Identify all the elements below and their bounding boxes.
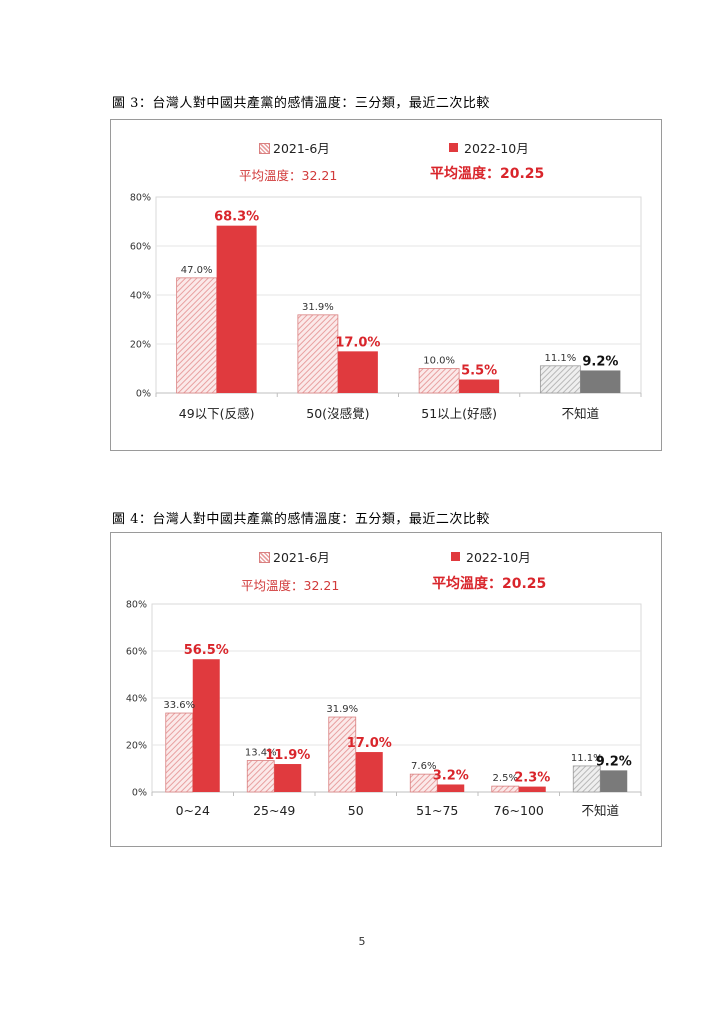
data-label-2022: 9.2%: [596, 754, 632, 769]
figure-3-caption: 圖 3：台灣人對中國共產黨的感情溫度：三分類，最近二次比較: [112, 96, 490, 111]
bar-2021: [539, 365, 581, 394]
y-tick-label: 40%: [126, 694, 147, 705]
data-label-2021: 13.4%: [245, 748, 277, 759]
page-number: 5: [358, 935, 366, 948]
y-tick-label: 40%: [130, 291, 151, 302]
data-label-2022: 17.0%: [335, 335, 380, 350]
data-label-2021: 7.6%: [411, 761, 436, 772]
data-label-2022: 56.5%: [184, 643, 229, 658]
bar-2021: [176, 277, 218, 394]
figure-4-chart-box: 2021-6月 2022-10月 平均溫度：32.21 平均溫度：20.25 0…: [110, 532, 662, 847]
bar-2021: [491, 785, 520, 793]
category-label: 76~100: [494, 803, 544, 818]
average-2022: 平均溫度：20.25: [432, 576, 547, 592]
data-label-2022: 3.2%: [433, 768, 469, 783]
y-tick-label: 60%: [130, 242, 151, 253]
bar-2022: [355, 752, 383, 792]
data-label-2022: 11.9%: [265, 748, 310, 763]
figure-3-chart-box: 2021-6月 2022-10月 平均溫度：32.21 平均溫度：20.25 0…: [110, 119, 662, 451]
data-label-2022: 2.3%: [514, 771, 550, 786]
average-2022: 平均溫度：20.25: [430, 166, 545, 182]
category-label: 不知道: [562, 406, 600, 421]
y-tick-label: 20%: [130, 340, 151, 351]
y-tick-label: 60%: [126, 647, 147, 658]
figure-3-svg: 0% 20% 40% 60% 80% 47.0% 68.3% 49以下(反感) 31.9% 17.…: [130, 193, 642, 421]
bar-2021: [165, 712, 194, 793]
bar-2021: [297, 314, 339, 394]
bar-2021: [418, 368, 460, 394]
bar-2022: [437, 784, 465, 792]
data-label-2022: 68.3%: [214, 210, 259, 225]
legend-label-2021: 2021-6月: [273, 141, 330, 156]
y-tick-label: 80%: [126, 600, 147, 611]
y-tick-label: 0%: [132, 788, 147, 799]
bar-2021: [409, 773, 438, 793]
legend-swatch-2021: [259, 143, 270, 154]
data-label-2021: 31.9%: [326, 704, 358, 715]
category-label: 49以下(反感): [179, 406, 255, 421]
data-label-2021: 31.9%: [302, 302, 334, 313]
y-tick-label: 80%: [130, 193, 151, 204]
figure-4-svg: 0% 20% 40% 60% 80% 33.6% 56.5% 0~24 13.4%11.9% 25…: [126, 600, 642, 818]
bar-2022: [580, 370, 621, 393]
category-label: 25~49: [253, 803, 295, 818]
legend-label-2022: 2022-10月: [464, 141, 529, 156]
category-label: 50: [348, 803, 364, 818]
category-label: 51以上(好感): [421, 406, 497, 421]
data-label-2022: 17.0%: [347, 736, 392, 751]
category-label: 不知道: [581, 803, 619, 818]
legend-label-2021: 2021-6月: [273, 550, 330, 565]
bar-2021: [328, 716, 357, 793]
average-2021: 平均溫度：32.21: [239, 168, 338, 183]
y-tick-label: 0%: [136, 389, 151, 400]
data-label-2022: 5.5%: [461, 364, 497, 379]
legend-label-2022: 2022-10月: [466, 550, 531, 565]
data-label-2021: 33.6%: [163, 700, 195, 711]
data-label-2021: 2.5%: [493, 773, 518, 784]
average-2021: 平均溫度：32.21: [241, 578, 340, 593]
data-label-2022: 9.2%: [582, 354, 618, 369]
bar-2022: [274, 764, 302, 792]
bar-2022: [337, 351, 378, 393]
data-label-2021: 47.0%: [181, 265, 213, 276]
data-label-2021: 10.0%: [423, 356, 455, 367]
category-label: 0~24: [176, 803, 210, 818]
bar-2021: [246, 760, 275, 793]
bar-2022: [192, 659, 220, 792]
bar-2021: [572, 765, 601, 793]
data-label-2021: 11.1%: [544, 353, 576, 364]
category-label: 50(沒感覺): [306, 406, 369, 421]
category-label: 51~75: [416, 803, 458, 818]
bar-2022: [518, 786, 546, 792]
bar-2022: [216, 225, 257, 393]
bar-2022: [600, 770, 628, 792]
bar-2022: [459, 379, 500, 393]
legend-swatch-2022: [451, 552, 460, 561]
data-label-2021: 11.1%: [571, 753, 603, 764]
figure-4-caption: 圖 4：台灣人對中國共產黨的感情溫度：五分類，最近二次比較: [112, 512, 490, 527]
legend-swatch-2022: [449, 143, 458, 152]
legend-swatch-2021: [259, 552, 270, 563]
y-tick-label: 20%: [126, 741, 147, 752]
